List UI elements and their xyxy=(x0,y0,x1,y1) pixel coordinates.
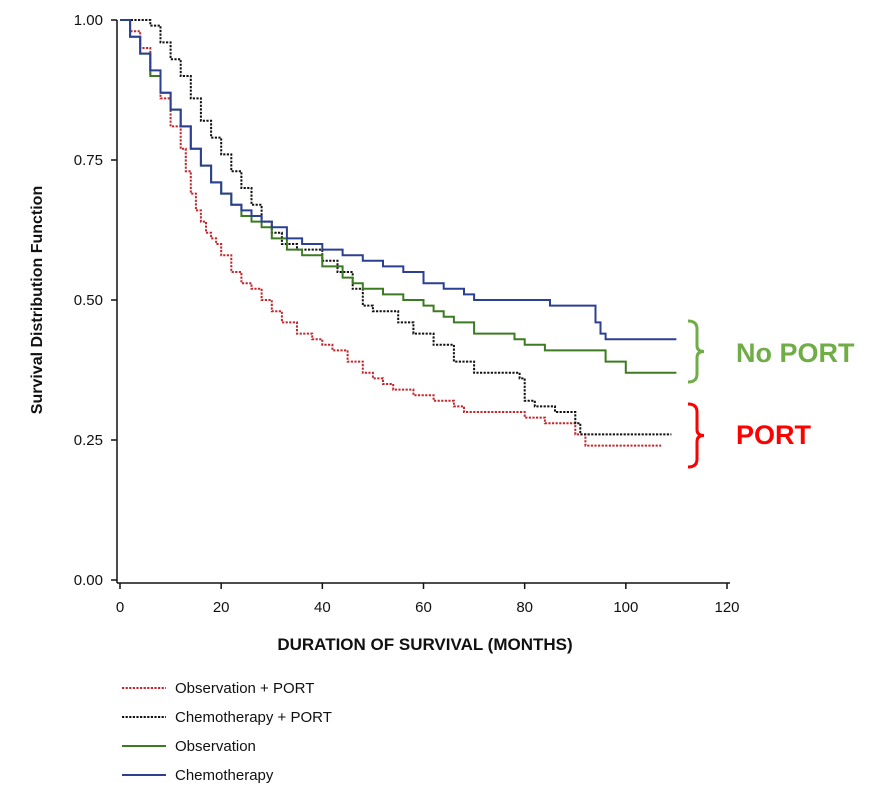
annotation-no-port: No PORT xyxy=(736,338,855,368)
legend-label-observation-port: Observation + PORT xyxy=(175,680,314,697)
x-tick-label: 60 xyxy=(415,599,432,616)
x-axis-title: DURATION OF SURVIVAL (MONTHS) xyxy=(277,635,572,654)
curve-chemotherapy xyxy=(120,19,677,341)
x-tick-label: 40 xyxy=(314,599,331,616)
y-tick-label: 1.00 xyxy=(74,12,103,29)
ticks: 0.00 0.25 0.50 0.75 1.00 0 20 40 60 80 100 120 xyxy=(74,12,740,616)
y-tick-label: 0.25 xyxy=(74,432,103,449)
legend-label-chemotherapy-port: Chemotherapy + PORT xyxy=(175,709,332,726)
x-tick-label: 0 xyxy=(116,599,124,616)
group-annotations: No PORT PORT xyxy=(687,319,855,469)
brace-no-port xyxy=(687,319,705,384)
legend: Observation + PORT Chemotherapy + PORT Obs… xyxy=(122,680,332,784)
x-tick-label: 80 xyxy=(516,599,533,616)
legend-label-observation: Observation xyxy=(175,738,256,755)
survival-curves xyxy=(120,19,677,447)
y-tick-label: 0.50 xyxy=(74,292,103,309)
y-tick-label: 0.00 xyxy=(74,572,103,589)
curve-chemotherapy-port xyxy=(120,19,672,436)
x-tick-label: 120 xyxy=(714,599,739,616)
brace-port xyxy=(687,402,705,469)
y-axis-title: Survival Distribution Function xyxy=(29,186,46,414)
curve-observation-port xyxy=(120,19,662,447)
legend-label-chemotherapy: Chemotherapy xyxy=(175,767,274,784)
y-tick-label: 0.75 xyxy=(74,152,103,169)
x-tick-label: 20 xyxy=(213,599,230,616)
annotation-port: PORT xyxy=(736,420,812,450)
x-tick-label: 100 xyxy=(613,599,638,616)
